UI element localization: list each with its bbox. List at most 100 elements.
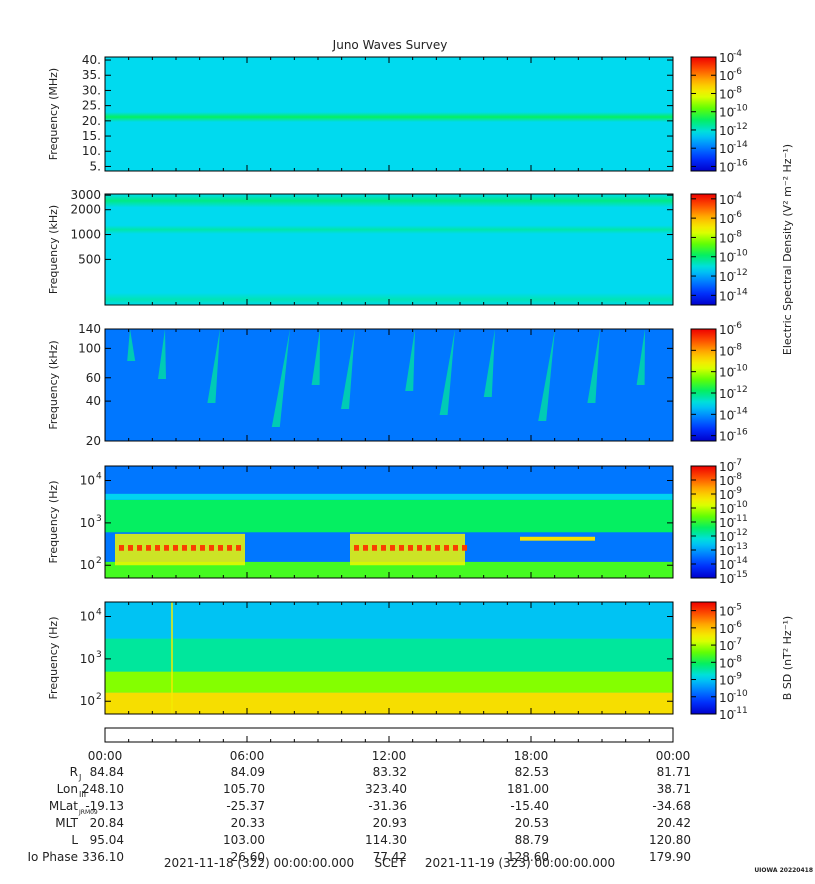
intense-burst	[182, 545, 187, 551]
colorbar-tick-label: 10	[719, 323, 734, 337]
colorbar-tick-exponent: -14	[733, 140, 748, 150]
y-tick-exponent: 4	[96, 608, 102, 618]
colorbar-tick-label: 10	[719, 622, 734, 636]
ephemeris-value: 81.71	[657, 765, 691, 779]
intense-burst	[417, 545, 422, 551]
colorbar-tick-exponent: -7	[733, 458, 742, 468]
colorbar-tick-label: 10	[719, 289, 734, 303]
time-tick-label: 00:00	[656, 749, 691, 763]
ephemeris-value: 26.60	[231, 850, 265, 864]
colorbar-tick-label: 10	[719, 366, 734, 380]
colorbar-tick-label: 10	[719, 516, 734, 530]
scet-end: 2021-11-19 (323) 00:00:00.000	[425, 856, 615, 870]
spectrogram-image	[105, 194, 673, 305]
intense-burst	[390, 545, 395, 551]
whistler-band	[105, 499, 673, 533]
y-tick-label: 10	[80, 652, 95, 666]
emission-streak	[341, 329, 355, 409]
footer-stamp: UIOWA 20220418	[754, 867, 813, 874]
colorbar-tick-exponent: -11	[733, 706, 748, 716]
ephemeris-value: 20.93	[373, 816, 407, 830]
colorbar-tick-label: 10	[719, 142, 734, 156]
colorbar-tick-exponent: -4	[733, 49, 742, 59]
colorbar-tick-exponent: -12	[733, 268, 748, 278]
colorbar-tick-exponent: -6	[733, 321, 742, 331]
colorbar-tick-exponent: -10	[733, 364, 748, 374]
ephemeris-value: 128.60	[507, 850, 549, 864]
colorbar-tick-label: 10	[719, 674, 734, 688]
ephemeris-value: 248.10	[82, 782, 124, 796]
colorbar-tick-exponent: -16	[733, 158, 748, 168]
colorbar-tick-exponent: -9	[733, 486, 742, 496]
y-tick-exponent: 2	[96, 556, 102, 566]
intense-burst	[137, 545, 142, 551]
colorbar-tick-label: 10	[719, 430, 734, 444]
colorbar-tick-exponent: -15	[733, 570, 748, 580]
colorbar-tick-exponent: -10	[733, 104, 748, 114]
colorbar-tick-label: 10	[719, 639, 734, 653]
colorbar-tick-label: 10	[719, 530, 734, 544]
colorbar-tick-label: 10	[719, 474, 734, 488]
colorbar-tick-label: 10	[719, 502, 734, 516]
colorbar-tick-exponent: -12	[733, 385, 748, 395]
intense-burst	[146, 545, 151, 551]
intense-burst	[209, 545, 214, 551]
colorbar-tick-label: 10	[719, 231, 734, 245]
colorbar-tick-exponent: -8	[733, 342, 742, 352]
y-tick-label: 60	[86, 371, 101, 385]
time-tick-label: 12:00	[372, 749, 407, 763]
ephemeris-value: -15.40	[510, 799, 549, 813]
y-tick-label: 140	[78, 322, 101, 336]
colorbar-tick-exponent: -10	[733, 500, 748, 510]
colorbar-tick-label: 10	[719, 708, 734, 722]
intense-burst	[236, 545, 241, 551]
colorbar-label: Electric Spectral Density (V² m⁻² Hz⁻¹)	[781, 144, 794, 355]
scet-start: 2021-11-18 (322) 00:00:00.000	[164, 856, 354, 870]
y-tick-label: 500	[78, 252, 101, 266]
colorbar-tick-label: 10	[719, 344, 734, 358]
colorbar-tick-exponent: -16	[733, 428, 748, 438]
ephemeris-label: MLat	[49, 799, 78, 813]
ephemeris-value: 114.30	[365, 833, 407, 847]
emission-streak	[483, 329, 495, 397]
intense-burst	[119, 545, 124, 551]
colorbar-label: B SD (nT² Hz⁻¹)	[781, 616, 794, 700]
colorbar-tick-label: 10	[719, 124, 734, 138]
colorbar-tick-exponent: -14	[733, 287, 748, 297]
spectrogram-image	[105, 57, 673, 171]
ephemeris-value: 179.90	[649, 850, 691, 864]
emission-streak	[311, 329, 320, 385]
colorbar-tick-label: 10	[719, 51, 734, 65]
intense-burst	[354, 545, 359, 551]
intense-burst	[426, 545, 431, 551]
y-axis-label: Frequency (Hz)	[47, 481, 60, 564]
intense-burst	[227, 545, 232, 551]
intense-burst	[128, 545, 133, 551]
colorbar-tick-exponent: -10	[733, 689, 748, 699]
y-axis-label: Frequency (Hz)	[47, 617, 60, 700]
ephemeris-value: 95.04	[90, 833, 124, 847]
ephemeris-value: 336.10	[82, 850, 124, 864]
intense-burst	[399, 545, 404, 551]
emission-streak	[587, 329, 600, 403]
ephemeris-value: 20.42	[657, 816, 691, 830]
ephemeris-label-subscript: III	[79, 790, 86, 799]
colorbar-tick-exponent: -6	[733, 210, 742, 220]
spectrogram-panels: 5.10.15.20.25. 30.35.40. Frequency (MHz) 10…	[47, 49, 794, 722]
ephemeris-value: 88.79	[515, 833, 549, 847]
ephemeris-label: R	[70, 765, 78, 779]
colorbar-tick-exponent: -14	[733, 406, 748, 416]
colorbar-tick-exponent: -12	[733, 528, 748, 538]
emission-streak	[271, 329, 290, 427]
ephemeris-value: -19.13	[85, 799, 124, 813]
colorbar-tick-label: 10	[719, 160, 734, 174]
ephemeris-value: 20.84	[90, 816, 124, 830]
ephemeris-label: MLT	[55, 816, 78, 830]
y-axis-label: Frequency (MHz)	[47, 68, 60, 160]
emission-streak	[439, 329, 455, 415]
colorbar-tick-label: 10	[719, 408, 734, 422]
intense-burst	[381, 545, 386, 551]
ephemeris-label-subscript: J	[78, 773, 81, 782]
